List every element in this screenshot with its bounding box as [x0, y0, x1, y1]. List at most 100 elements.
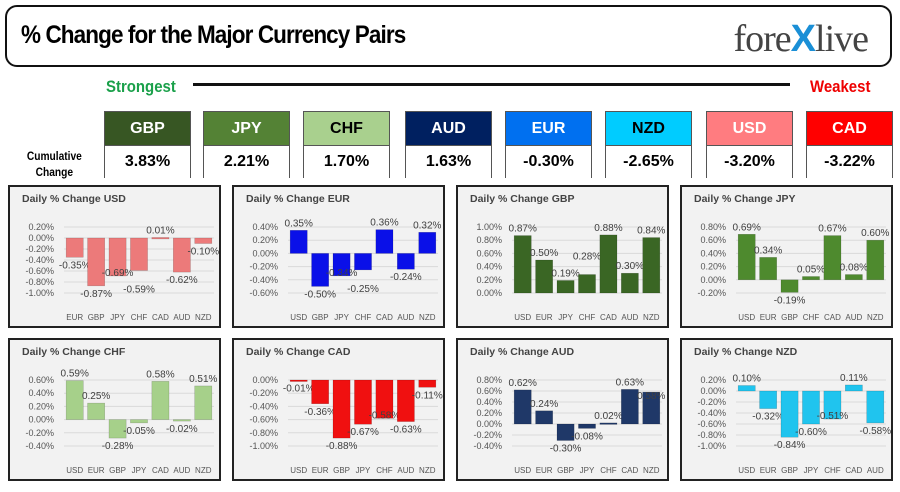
bar-nzd [642, 391, 661, 425]
data-label: 0.25% [82, 391, 110, 402]
y-tick-label: 0.00% [252, 375, 278, 385]
bar-usd [289, 379, 308, 382]
chart-title: Daily % Change AUD [470, 346, 575, 358]
currency-label: JPY [204, 112, 289, 146]
x-tick-label: JPY [558, 313, 573, 322]
y-tick-label: -0.40% [249, 401, 278, 411]
y-tick-label: 0.60% [476, 386, 502, 396]
cumulative-change-label: Cumulative Change [26, 149, 82, 179]
x-tick-label: CAD [621, 466, 638, 475]
x-tick-label: USD [290, 313, 307, 322]
data-label: -0.28% [102, 441, 134, 452]
y-tick-label: 0.00% [700, 386, 726, 396]
data-label: -0.25% [347, 284, 379, 295]
bar-aud [866, 390, 885, 424]
bar-eur [87, 402, 105, 420]
cumulative-value: -0.30% [506, 146, 591, 178]
y-tick-label: -0.40% [473, 441, 502, 451]
x-tick-label: NZD [195, 313, 212, 322]
y-tick-label: 1.00% [476, 222, 502, 232]
y-tick-label: 0.00% [252, 248, 278, 258]
data-label: 0.36% [370, 218, 398, 229]
data-label: 0.87% [509, 224, 537, 235]
y-tick-label: -0.20% [697, 397, 726, 407]
x-tick-label: AUD [845, 313, 862, 322]
data-label: 0.24% [530, 399, 558, 410]
data-label: -0.62% [166, 275, 198, 286]
chart-panel-gbp: Daily % Change GBP 0.00% 0.20% 0.40% 0.60% 0.… [456, 185, 669, 328]
y-tick-label: 0.20% [476, 275, 502, 285]
x-tick-label: GBP [557, 466, 574, 475]
bar-usd [737, 234, 756, 281]
y-tick-label: -0.80% [25, 277, 54, 287]
bar-eur [65, 237, 84, 258]
cumulative-value: -2.65% [606, 146, 691, 178]
chart-panel-jpy: Daily % Change JPY -0.20% 0.00% 0.20% 0.40% 0… [680, 185, 893, 328]
data-label: -0.67% [347, 427, 379, 438]
data-label: 0.60% [861, 228, 889, 239]
y-tick-label: 0.40% [476, 262, 502, 272]
weakest-label: Weakest [810, 77, 871, 96]
data-label: 0.05% [797, 265, 825, 276]
x-tick-label: EUR [760, 466, 777, 475]
data-label: -0.35% [59, 260, 91, 271]
bar-chf [599, 422, 618, 425]
data-label: 0.32% [413, 220, 441, 231]
x-tick-label: JPY [356, 466, 371, 475]
y-tick-label: -0.40% [249, 275, 278, 285]
data-label: 0.58% [637, 391, 665, 402]
bar-gbp [556, 423, 575, 441]
cumulative-box-chf: CHF 1.70% [303, 111, 390, 178]
chart-panel-aud: Daily % Change AUD -0.40% -0.20% 0.00% 0.20%… [456, 338, 669, 481]
x-tick-label: CAD [845, 466, 862, 475]
x-tick-label: AUD [397, 466, 414, 475]
data-label: -0.69% [102, 268, 134, 279]
data-label: 0.19% [551, 268, 579, 279]
bar-chf [802, 276, 820, 281]
chart-panel-chf: Daily % Change CHF -0.40% -0.20% 0.00% 0.20%… [8, 338, 221, 481]
bar-chf [130, 237, 148, 271]
data-label: -0.51% [817, 411, 849, 422]
y-tick-label: -0.80% [249, 428, 278, 438]
data-label: 0.34% [754, 245, 782, 256]
bar-chf [823, 390, 842, 420]
y-tick-label: -0.60% [697, 419, 726, 429]
bar-usd [289, 230, 308, 254]
x-tick-label: JPY [334, 313, 349, 322]
y-tick-label: 0.40% [476, 397, 502, 407]
y-tick-label: 0.00% [28, 415, 54, 425]
chart-title: Daily % Change NZD [694, 346, 798, 358]
cumulative-box-eur: EUR -0.30% [505, 111, 592, 178]
y-tick-label: -0.40% [25, 255, 54, 265]
y-tick-label: 0.80% [476, 235, 502, 245]
bar-nzd [418, 379, 437, 388]
cumulative-value: 1.63% [406, 146, 491, 178]
data-label: -0.24% [390, 272, 422, 283]
x-tick-label: EUR [536, 466, 553, 475]
x-tick-label: CHF [600, 466, 617, 475]
data-label: -0.30% [550, 444, 582, 455]
bar-jpy [802, 390, 820, 425]
y-tick-label: 0.20% [28, 222, 54, 232]
currency-label: GBP [105, 112, 190, 146]
x-tick-label: CHF [803, 313, 820, 322]
y-tick-label: 0.40% [700, 248, 726, 258]
data-label: -0.60% [795, 427, 827, 438]
y-tick-label: -0.60% [25, 266, 54, 276]
bar-gbp [780, 390, 799, 438]
x-tick-label: GBP [781, 466, 798, 475]
y-tick-label: 0.40% [28, 388, 54, 398]
y-tick-label: 0.20% [700, 375, 726, 385]
data-label: -0.19% [774, 295, 806, 306]
y-tick-label: 0.20% [476, 408, 502, 418]
bar-gbp [780, 279, 799, 293]
chart-panel-eur: Daily % Change EUR -0.60% -0.40% -0.20% 0.00… [232, 185, 445, 328]
bar-nzd [194, 237, 213, 244]
cumulative-value: 2.21% [204, 146, 289, 178]
y-tick-label: -0.20% [249, 388, 278, 398]
currency-label: USD [707, 112, 792, 146]
x-tick-label: JPY [804, 466, 819, 475]
bar-eur [311, 379, 329, 405]
y-tick-label: -1.00% [697, 441, 726, 451]
cumulative-value: -3.20% [707, 146, 792, 178]
